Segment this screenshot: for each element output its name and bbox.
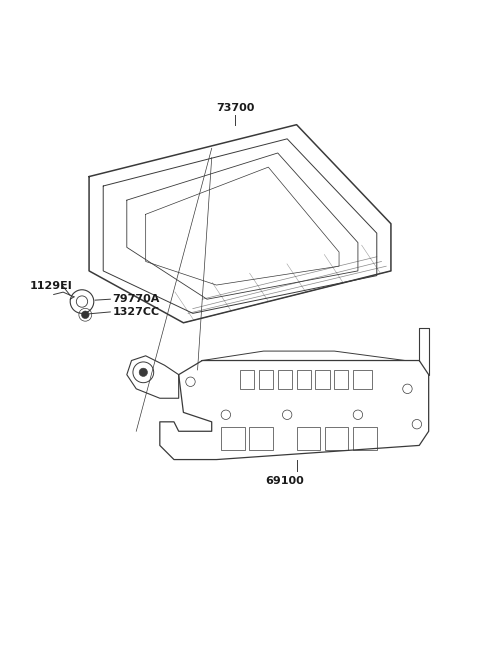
Text: 69100: 69100: [265, 476, 304, 486]
Circle shape: [139, 368, 147, 377]
Text: 79770A: 79770A: [113, 294, 160, 304]
Text: 1327CC: 1327CC: [113, 307, 160, 317]
Text: 73700: 73700: [216, 103, 254, 113]
Circle shape: [82, 311, 89, 318]
Text: 1129EI: 1129EI: [30, 282, 73, 291]
